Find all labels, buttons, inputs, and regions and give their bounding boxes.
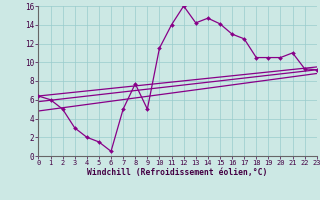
X-axis label: Windchill (Refroidissement éolien,°C): Windchill (Refroidissement éolien,°C) bbox=[87, 168, 268, 177]
